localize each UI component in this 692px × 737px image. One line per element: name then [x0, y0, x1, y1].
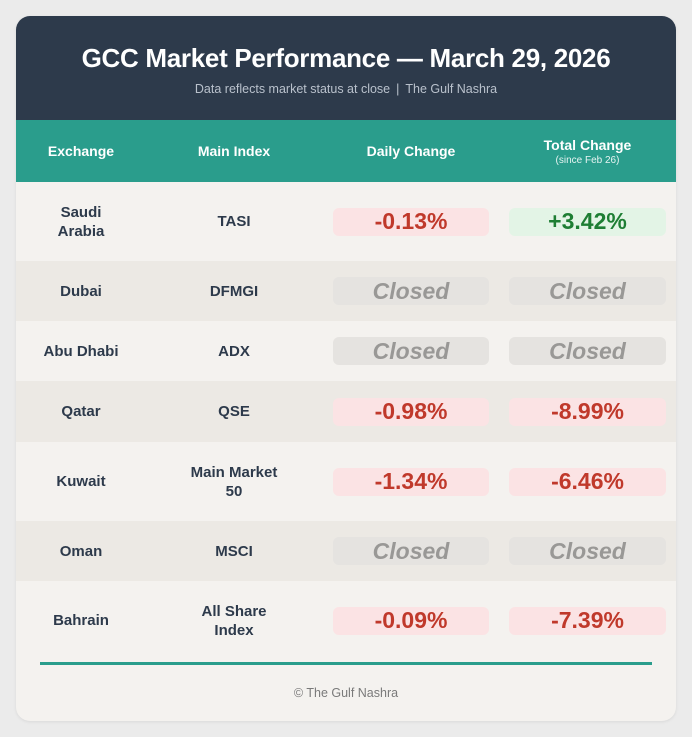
exchange-name: Qatar — [61, 403, 101, 420]
subtitle-note: Data reflects market status at close — [194, 82, 391, 96]
table-header: Exchange Main Index Daily Change Total C… — [16, 120, 676, 182]
index-cell: QSE — [164, 381, 304, 442]
exchange-cell: Saudi Arabia — [16, 182, 146, 261]
index-cell: DFMGI — [164, 261, 304, 321]
column-header-total: Total Change (since Feb 26) — [509, 120, 666, 182]
column-header-index-label: Main Index — [197, 143, 271, 159]
table-row: Abu Dhabi ADX Closed Closed — [16, 321, 676, 382]
total-change-badge: Closed — [509, 337, 666, 365]
column-header-total-label: Total Change — [543, 136, 632, 153]
exchange-cell: Kuwait — [16, 442, 146, 521]
footer-divider — [40, 662, 652, 665]
total-change-badge: Closed — [509, 537, 666, 565]
total-change-badge: +3.42% — [509, 207, 666, 236]
daily-change-badge: -0.09% — [333, 606, 489, 635]
column-header-index: Main Index — [164, 120, 304, 182]
column-header-total-sublabel: (since Feb 26) — [555, 154, 620, 166]
table-row: Kuwait Main Market 50 -1.34% -6.46% — [16, 442, 676, 522]
index-cell: ADX — [164, 321, 304, 381]
card-header: GCC Market Performance — March 29, 2026 … — [16, 16, 676, 120]
exchange-name: Oman — [59, 542, 103, 560]
exchange-name: Bahrain — [53, 612, 109, 629]
subtitle: Data reflects market status at close | The… — [16, 82, 676, 96]
exchange-cell: Oman — [16, 521, 146, 581]
index-cell: Main Market 50 — [164, 442, 304, 521]
index-name: QSE — [218, 403, 250, 420]
column-header-exchange: Exchange — [16, 120, 146, 182]
total-change-badge: -7.39% — [509, 606, 666, 635]
daily-change-badge: Closed — [333, 337, 489, 365]
total-change-badge: -6.46% — [509, 467, 666, 496]
column-header-exchange-label: Exchange — [47, 143, 115, 159]
market-card: GCC Market Performance — March 29, 2026 … — [16, 16, 676, 721]
total-change-badge: Closed — [509, 277, 666, 305]
table-row: Saudi Arabia TASI -0.13% +3.42% — [16, 182, 676, 262]
table-row: Bahrain All Share Index -0.09% -7.39% — [16, 581, 676, 660]
exchange-name: Kuwait — [56, 473, 106, 490]
subtitle-source: The Gulf Nashra — [405, 82, 498, 96]
column-header-daily-label: Daily Change — [366, 143, 456, 159]
index-cell: MSCI — [164, 521, 304, 581]
table-row: Qatar QSE -0.98% -8.99% — [16, 381, 676, 443]
index-name: All Share Index — [201, 602, 267, 639]
index-cell: All Share Index — [164, 581, 304, 660]
exchange-cell: Qatar — [16, 381, 146, 442]
index-name: DFMGI — [209, 282, 259, 300]
column-header-daily: Daily Change — [333, 120, 489, 182]
page-title: GCC Market Performance — March 29, 2026 — [81, 43, 611, 73]
table-row: Dubai DFMGI Closed Closed — [16, 261, 676, 322]
index-name: Main Market 50 — [190, 463, 278, 500]
daily-change-badge: -0.13% — [333, 207, 489, 236]
exchange-name: Dubai — [60, 282, 102, 300]
exchange-cell: Bahrain — [16, 581, 146, 660]
daily-change-badge: -1.34% — [333, 467, 489, 496]
exchange-cell: Dubai — [16, 261, 146, 321]
subtitle-separator: | — [396, 82, 400, 96]
index-name: TASI — [217, 213, 251, 230]
index-name: ADX — [218, 342, 250, 360]
exchange-name: Abu Dhabi — [43, 342, 119, 360]
daily-change-badge: Closed — [333, 537, 489, 565]
index-name: MSCI — [215, 542, 253, 560]
exchange-cell: Abu Dhabi — [16, 321, 146, 381]
table-row: Oman MSCI Closed Closed — [16, 521, 676, 582]
daily-change-badge: -0.98% — [333, 397, 489, 426]
total-change-badge: -8.99% — [509, 397, 666, 426]
daily-change-badge: Closed — [333, 277, 489, 305]
exchange-name: Saudi Arabia — [57, 203, 105, 240]
index-cell: TASI — [164, 182, 304, 261]
footer-copyright: © The Gulf Nashra — [293, 686, 399, 700]
